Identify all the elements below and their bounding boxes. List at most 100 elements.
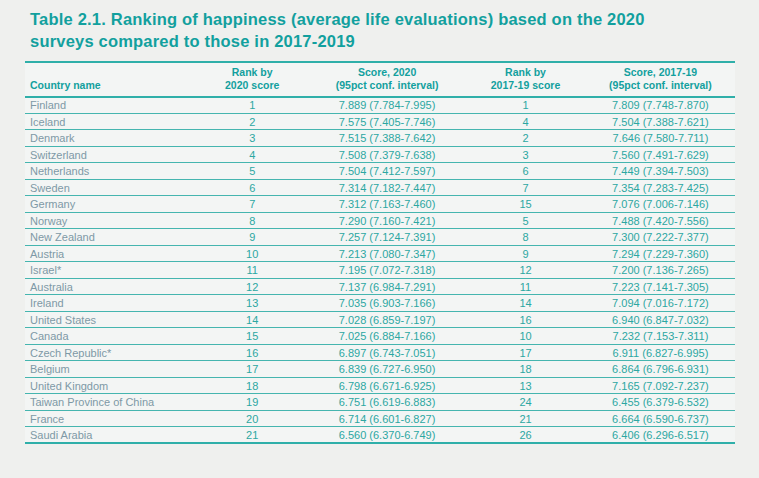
rank-2017-19-cell: 24 — [465, 394, 586, 411]
rank-2020-cell: 9 — [195, 229, 309, 246]
score-2020-cell: 6.897 (6.743-7.051) — [309, 344, 465, 361]
col-header-score-2020-line2: (95pct conf. interval) — [311, 79, 463, 92]
happiness-ranking-table: Country name Rank by 2020 score Score, 2… — [25, 61, 735, 445]
table-row: Austria 10 7.213 (7.080-7.347) 9 7.294 (… — [25, 245, 735, 262]
score-2017-19-cell: 7.560 (7.491-7.629) — [586, 146, 735, 163]
table-row: New Zealand 9 7.257 (7.124-7.391) 8 7.30… — [25, 229, 735, 246]
rank-2017-19-cell: 9 — [465, 245, 586, 262]
rank-2017-19-cell: 12 — [465, 262, 586, 279]
col-header-rank-2017-19: Rank by 2017-19 score — [465, 62, 586, 97]
score-2020-cell: 7.028 (6.859-7.197) — [309, 311, 465, 328]
rank-2020-cell: 21 — [195, 427, 309, 444]
rank-2020-cell: 12 — [195, 278, 309, 295]
score-2020-cell: 7.213 (7.080-7.347) — [309, 245, 465, 262]
score-2017-19-cell: 7.488 (7.420-7.556) — [586, 212, 735, 229]
country-cell: Canada — [25, 328, 195, 345]
col-header-score-2020-line1: Score, 2020 — [311, 66, 463, 79]
score-2017-19-cell: 7.504 (7.388-7.621) — [586, 113, 735, 130]
country-cell: Austria — [25, 245, 195, 262]
score-2017-19-cell: 7.300 (7.222-7.377) — [586, 229, 735, 246]
country-cell: Switzerland — [25, 146, 195, 163]
rank-2017-19-cell: 6 — [465, 163, 586, 180]
rank-2017-19-cell: 2 — [465, 130, 586, 147]
table-row: Belgium 17 6.839 (6.727-6.950) 18 6.864 … — [25, 361, 735, 378]
rank-2020-cell: 8 — [195, 212, 309, 229]
score-2020-cell: 6.751 (6.619-6.883) — [309, 394, 465, 411]
score-2017-19-cell: 7.449 (7.394-7.503) — [586, 163, 735, 180]
rank-2020-cell: 1 — [195, 97, 309, 114]
table-row: Denmark 3 7.515 (7.388-7.642) 2 7.646 (7… — [25, 130, 735, 147]
score-2017-19-cell: 6.406 (6.296-6.517) — [586, 427, 735, 444]
score-2017-19-cell: 6.664 (6.590-6.737) — [586, 410, 735, 427]
score-2020-cell: 7.508 (7.379-7.638) — [309, 146, 465, 163]
table-row: Israel* 11 7.195 (7.072-7.318) 12 7.200 … — [25, 262, 735, 279]
country-cell: Ireland — [25, 295, 195, 312]
col-header-rank-2020-line1: Rank by — [197, 66, 307, 79]
rank-2020-cell: 11 — [195, 262, 309, 279]
rank-2017-19-cell: 21 — [465, 410, 586, 427]
rank-2017-19-cell: 3 — [465, 146, 586, 163]
score-2017-19-cell: 7.294 (7.229-7.360) — [586, 245, 735, 262]
table-row: Netherlands 5 7.504 (7.412-7.597) 6 7.44… — [25, 163, 735, 180]
table-title-line2: surveys compared to those in 2017-2019 — [30, 31, 729, 53]
col-header-score-2017-19-line2: (95pct conf. interval) — [588, 79, 733, 92]
rank-2020-cell: 16 — [195, 344, 309, 361]
table-header: Country name Rank by 2020 score Score, 2… — [25, 62, 735, 97]
report-page: Table 2.1. Ranking of happiness (average… — [0, 0, 759, 478]
country-cell: Czech Republic* — [25, 344, 195, 361]
score-2020-cell: 7.257 (7.124-7.391) — [309, 229, 465, 246]
score-2020-cell: 6.798 (6.671-6.925) — [309, 377, 465, 394]
rank-2020-cell: 2 — [195, 113, 309, 130]
table-row: Sweden 6 7.314 (7.182-7.447) 7 7.354 (7.… — [25, 179, 735, 196]
country-cell: France — [25, 410, 195, 427]
country-cell: Sweden — [25, 179, 195, 196]
rank-2020-cell: 18 — [195, 377, 309, 394]
col-header-score-2020: Score, 2020 (95pct conf. interval) — [309, 62, 465, 97]
score-2017-19-cell: 7.076 (7.006-7.146) — [586, 196, 735, 213]
country-cell: Israel* — [25, 262, 195, 279]
rank-2020-cell: 4 — [195, 146, 309, 163]
table-row: United States 14 7.028 (6.859-7.197) 16 … — [25, 311, 735, 328]
rank-2020-cell: 19 — [195, 394, 309, 411]
table-row: Canada 15 7.025 (6.884-7.166) 10 7.232 (… — [25, 328, 735, 345]
rank-2020-cell: 3 — [195, 130, 309, 147]
rank-2020-cell: 17 — [195, 361, 309, 378]
country-cell: Iceland — [25, 113, 195, 130]
score-2017-19-cell: 6.940 (6.847-7.032) — [586, 311, 735, 328]
score-2017-19-cell: 7.354 (7.283-7.425) — [586, 179, 735, 196]
rank-2017-19-cell: 13 — [465, 377, 586, 394]
rank-2017-19-cell: 8 — [465, 229, 586, 246]
rank-2017-19-cell: 17 — [465, 344, 586, 361]
table-row: Norway 8 7.290 (7.160-7.421) 5 7.488 (7.… — [25, 212, 735, 229]
rank-2020-cell: 14 — [195, 311, 309, 328]
rank-2017-19-cell: 14 — [465, 295, 586, 312]
table-title-line1: Table 2.1. Ranking of happiness (average… — [30, 9, 729, 31]
country-cell: United States — [25, 311, 195, 328]
score-2017-19-cell: 7.809 (7.748-7.870) — [586, 97, 735, 114]
table-row: Australia 12 7.137 (6.984-7.291) 11 7.22… — [25, 278, 735, 295]
rank-2017-19-cell: 15 — [465, 196, 586, 213]
country-cell: Germany — [25, 196, 195, 213]
score-2020-cell: 6.560 (6.370-6.749) — [309, 427, 465, 444]
col-header-score-2017-19: Score, 2017-19 (95pct conf. interval) — [586, 62, 735, 97]
country-cell: Finland — [25, 97, 195, 114]
table-row: Saudi Arabia 21 6.560 (6.370-6.749) 26 6… — [25, 427, 735, 444]
table-row: Germany 7 7.312 (7.163-7.460) 15 7.076 (… — [25, 196, 735, 213]
score-2020-cell: 7.137 (6.984-7.291) — [309, 278, 465, 295]
score-2017-19-cell: 6.864 (6.796-6.931) — [586, 361, 735, 378]
rank-2017-19-cell: 5 — [465, 212, 586, 229]
col-header-country-line2: Country name — [30, 79, 193, 92]
country-cell: Norway — [25, 212, 195, 229]
country-cell: Netherlands — [25, 163, 195, 180]
table-row: Finland 1 7.889 (7.784-7.995) 1 7.809 (7… — [25, 97, 735, 114]
score-2020-cell: 7.290 (7.160-7.421) — [309, 212, 465, 229]
rank-2020-cell: 20 — [195, 410, 309, 427]
col-header-score-2017-19-line1: Score, 2017-19 — [588, 66, 733, 79]
rank-2020-cell: 15 — [195, 328, 309, 345]
table-title: Table 2.1. Ranking of happiness (average… — [0, 0, 759, 53]
col-header-rank-2020: Rank by 2020 score — [195, 62, 309, 97]
score-2020-cell: 7.314 (7.182-7.447) — [309, 179, 465, 196]
score-2017-19-cell: 7.094 (7.016-7.172) — [586, 295, 735, 312]
country-cell: New Zealand — [25, 229, 195, 246]
header-row: Country name Rank by 2020 score Score, 2… — [25, 62, 735, 97]
